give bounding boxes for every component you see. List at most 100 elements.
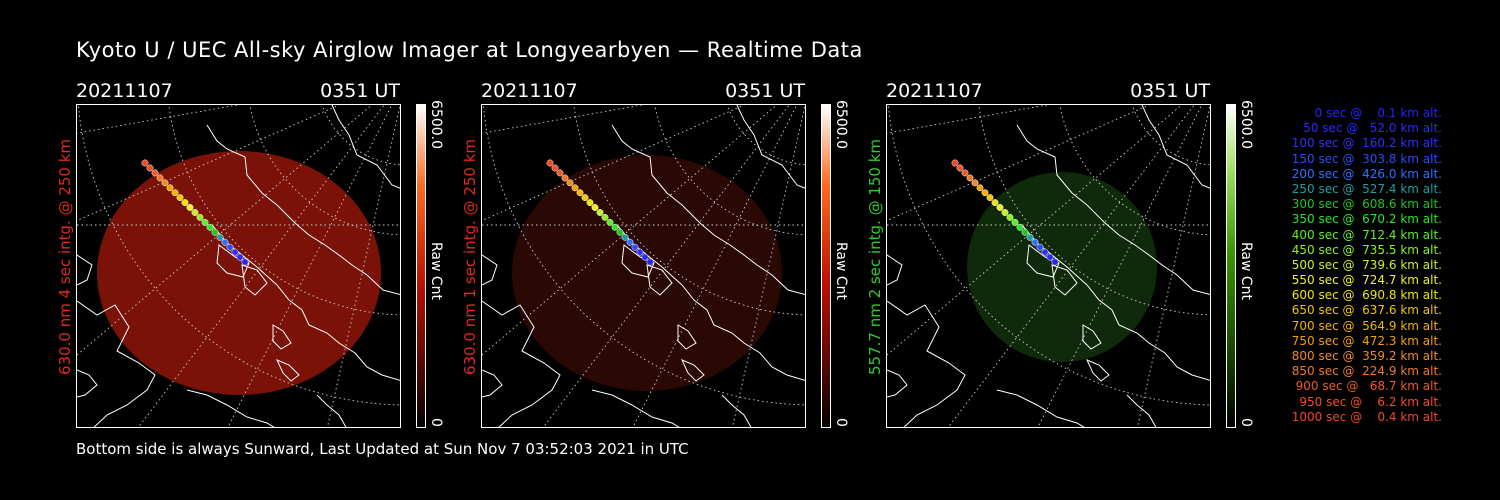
track-point: [621, 233, 629, 241]
legend-item: 600 sec @ 690.8 km alt.: [1287, 288, 1442, 303]
track-point: [166, 184, 174, 192]
legend-item: 800 sec @ 359.2 km alt.: [1287, 349, 1442, 363]
track-point: [616, 228, 624, 236]
legend-item: 250 sec @ 527.4 km alt.: [1287, 181, 1442, 196]
track-point: [236, 253, 244, 261]
track-point: [591, 204, 599, 211]
legend-item: 350 sec @ 670.2 km alt.: [1287, 212, 1442, 227]
track-point: [636, 248, 644, 256]
panel-3-map: [886, 104, 1211, 428]
legend-item: 150 sec @ 303.8 km alt.: [1287, 151, 1442, 166]
panel-3-cbar-min: 0: [1238, 418, 1254, 427]
track-point: [226, 243, 234, 251]
track-point: [216, 233, 224, 241]
graticule: [482, 105, 805, 427]
track-point: [606, 218, 614, 226]
satellite-track: [951, 159, 1059, 266]
panel-3-ylabel: 557.7 nm 2 sec intg. @ 150 km: [866, 138, 884, 375]
graticule: [887, 105, 1210, 427]
coastline: [887, 105, 1210, 427]
panel-2-cbar-label: Raw Cnt: [833, 242, 849, 301]
airglow-region: [512, 155, 782, 391]
panel-2-ylabel: 630.0 nm 1 sec intg. @ 250 km: [461, 138, 479, 375]
panel-1-map: [76, 104, 401, 428]
altitude-legend: 0 sec @ 0.1 km alt. 50 sec @ 52.0 km alt…: [1262, 106, 1442, 425]
track-point: [206, 223, 214, 231]
panel-1-date: 20211107: [76, 80, 173, 102]
panel-1-cbar-min: 0: [428, 418, 444, 427]
track-point: [221, 238, 229, 246]
legend-item: 450 sec @ 735.5 km alt.: [1287, 242, 1442, 257]
legend-item: 400 sec @ 712.4 km alt.: [1287, 227, 1442, 242]
track-point: [176, 194, 184, 202]
track-point: [981, 189, 989, 197]
track-point: [586, 199, 594, 207]
track-point: [211, 228, 219, 236]
track-point: [611, 223, 619, 231]
track-point: [561, 174, 569, 182]
track-point: [1001, 209, 1009, 216]
panel-3-cbar-max: 6500.0: [1238, 100, 1254, 149]
track-point: [951, 159, 959, 167]
track-point: [986, 194, 994, 202]
track-point: [581, 194, 589, 202]
track-point: [556, 169, 564, 177]
airglow-region: [97, 151, 381, 395]
legend-item: 200 sec @ 426.0 km alt.: [1287, 166, 1442, 181]
track-point: [1041, 248, 1049, 256]
panel-2-svg: [482, 105, 805, 427]
legend-item: 650 sec @ 637.6 km alt.: [1287, 303, 1442, 318]
track-point: [566, 179, 574, 187]
panel-1-ylabel: 630.0 nm 4 sec intg. @ 250 km: [56, 138, 74, 375]
panel-2-map: [481, 104, 806, 428]
legend-item: 900 sec @ 68.7 km alt.: [1291, 379, 1442, 394]
satellite-track: [546, 159, 654, 266]
track-point: [646, 258, 654, 266]
track-point: [161, 179, 169, 187]
track-point: [146, 164, 154, 172]
coastline: [77, 105, 400, 427]
track-point: [996, 204, 1004, 211]
track-point: [1011, 218, 1019, 226]
panel-3-time: 0351 UT: [1130, 80, 1210, 102]
panel-3-colorbar: [1226, 104, 1236, 428]
legend-item: 50 sec @ 52.0 km alt.: [1295, 121, 1442, 136]
track-point: [181, 199, 189, 207]
track-point: [576, 189, 584, 197]
graticule: [77, 105, 400, 427]
page-title: Kyoto U / UEC All-sky Airglow Imager at …: [76, 38, 863, 62]
track-point: [1051, 258, 1059, 266]
panel-3-date: 20211107: [886, 80, 983, 102]
track-point: [201, 218, 209, 226]
panel-2-cbar-max: 6500.0: [833, 100, 849, 149]
track-point: [191, 209, 199, 216]
track-point: [976, 184, 984, 192]
track-point: [1046, 253, 1054, 261]
track-point: [966, 174, 974, 182]
legend-item: 700 sec @ 564.9 km alt.: [1287, 318, 1442, 333]
track-point: [551, 164, 559, 172]
track-point: [626, 238, 634, 246]
coastline: [482, 105, 805, 427]
panel-2-colorbar: [821, 104, 831, 428]
panel-3-cbar-label: Raw Cnt: [1238, 242, 1254, 301]
footer-status: Bottom side is always Sunward, Last Upda…: [76, 440, 689, 458]
track-point: [956, 164, 964, 172]
track-point: [231, 248, 239, 256]
legend-item: 950 sec @ 6.2 km alt.: [1295, 394, 1442, 409]
panel-2-cbar-min: 0: [833, 418, 849, 427]
panel-1-cbar-max: 6500.0: [428, 100, 444, 149]
panel-1-cbar-label: Raw Cnt: [428, 242, 444, 301]
panel-1-colorbar: [416, 104, 426, 428]
panel-2-time: 0351 UT: [725, 80, 805, 102]
panel-1-svg: [77, 105, 400, 427]
track-point: [991, 199, 999, 207]
track-point: [571, 184, 579, 192]
track-point: [241, 258, 249, 266]
legend-item: 1000 sec @ 0.4 km alt.: [1291, 409, 1442, 424]
track-point: [1026, 233, 1034, 241]
panel-1-time: 0351 UT: [320, 80, 400, 102]
legend-item: 850 sec @ 224.9 km alt.: [1287, 364, 1442, 379]
track-point: [196, 213, 204, 221]
track-point: [641, 253, 649, 261]
